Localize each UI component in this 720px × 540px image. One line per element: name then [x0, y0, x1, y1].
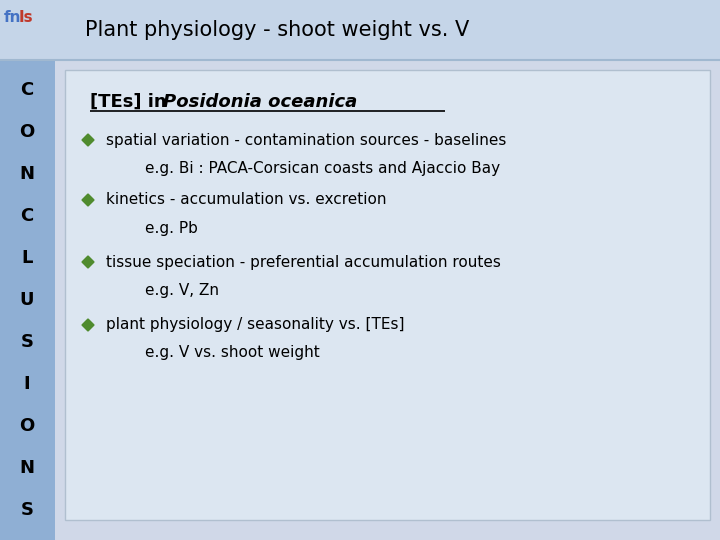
Text: kinetics - accumulation vs. excretion: kinetics - accumulation vs. excretion — [106, 192, 387, 207]
Text: C: C — [20, 81, 34, 99]
Text: I: I — [24, 375, 30, 393]
FancyBboxPatch shape — [65, 70, 710, 520]
Text: fn: fn — [4, 10, 22, 25]
Text: S: S — [20, 501, 34, 519]
Text: spatial variation - contamination sources - baselines: spatial variation - contamination source… — [106, 132, 506, 147]
Polygon shape — [82, 319, 94, 331]
Polygon shape — [82, 134, 94, 146]
Text: Is: Is — [19, 10, 34, 25]
Text: U: U — [19, 291, 35, 309]
Text: tissue speciation - preferential accumulation routes: tissue speciation - preferential accumul… — [106, 254, 501, 269]
Text: O: O — [19, 123, 35, 141]
Text: S: S — [20, 333, 34, 351]
Text: L: L — [22, 249, 32, 267]
Text: N: N — [19, 165, 35, 183]
Text: e.g. Pb: e.g. Pb — [145, 220, 198, 235]
Text: [TEs] in: [TEs] in — [90, 93, 173, 111]
Text: plant physiology / seasonality vs. [TEs]: plant physiology / seasonality vs. [TEs] — [106, 318, 405, 333]
FancyBboxPatch shape — [0, 60, 55, 540]
Text: Posidonia oceanica: Posidonia oceanica — [163, 93, 357, 111]
Text: e.g. V vs. shoot weight: e.g. V vs. shoot weight — [145, 346, 320, 361]
Text: e.g. V, Zn: e.g. V, Zn — [145, 282, 219, 298]
Text: C: C — [20, 207, 34, 225]
Polygon shape — [82, 194, 94, 206]
Text: Plant physiology - shoot weight vs. V: Plant physiology - shoot weight vs. V — [85, 20, 469, 40]
Text: e.g. Bi : PACA-Corsican coasts and Ajaccio Bay: e.g. Bi : PACA-Corsican coasts and Ajacc… — [145, 160, 500, 176]
Text: O: O — [19, 417, 35, 435]
Polygon shape — [82, 256, 94, 268]
FancyBboxPatch shape — [0, 0, 720, 60]
Text: N: N — [19, 459, 35, 477]
